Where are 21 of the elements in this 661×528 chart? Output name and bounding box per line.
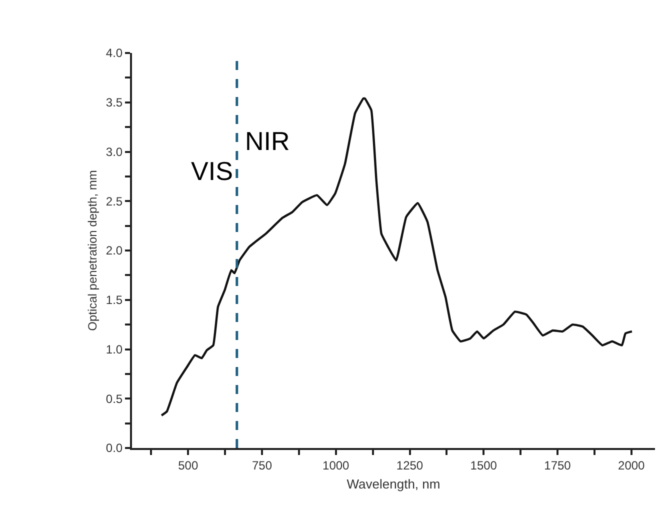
y-axis-title: Optical penetration depth, mm bbox=[86, 170, 100, 331]
y-tick-label: 4.0 bbox=[106, 46, 123, 60]
x-tick-label: 500 bbox=[178, 458, 198, 472]
x-tick-label: 2000 bbox=[618, 458, 646, 472]
y-tick-label: 1.5 bbox=[106, 293, 123, 308]
y-tick-label: 3.5 bbox=[106, 96, 123, 110]
x-tick-label: 1250 bbox=[396, 458, 424, 472]
annotation: VIS bbox=[191, 156, 233, 186]
y-tick-label: 1.0 bbox=[106, 342, 123, 356]
y-tick-label: 0.5 bbox=[106, 392, 123, 406]
x-tick-label: 1500 bbox=[470, 458, 498, 472]
line-series bbox=[160, 97, 634, 417]
x-tick-label: 1750 bbox=[544, 458, 572, 472]
y-tick-label: 3.0 bbox=[106, 144, 123, 159]
annotation: NIR bbox=[245, 126, 290, 156]
y-tick-label: 2.5 bbox=[106, 194, 123, 208]
x-tick-label: 750 bbox=[252, 458, 272, 472]
y-tick-label: 0.0 bbox=[106, 441, 123, 456]
x-axis-title: Wavelength, nm bbox=[346, 476, 440, 492]
y-tick-label: 2.0 bbox=[106, 244, 123, 258]
x-tick-label: 1000 bbox=[322, 458, 350, 472]
